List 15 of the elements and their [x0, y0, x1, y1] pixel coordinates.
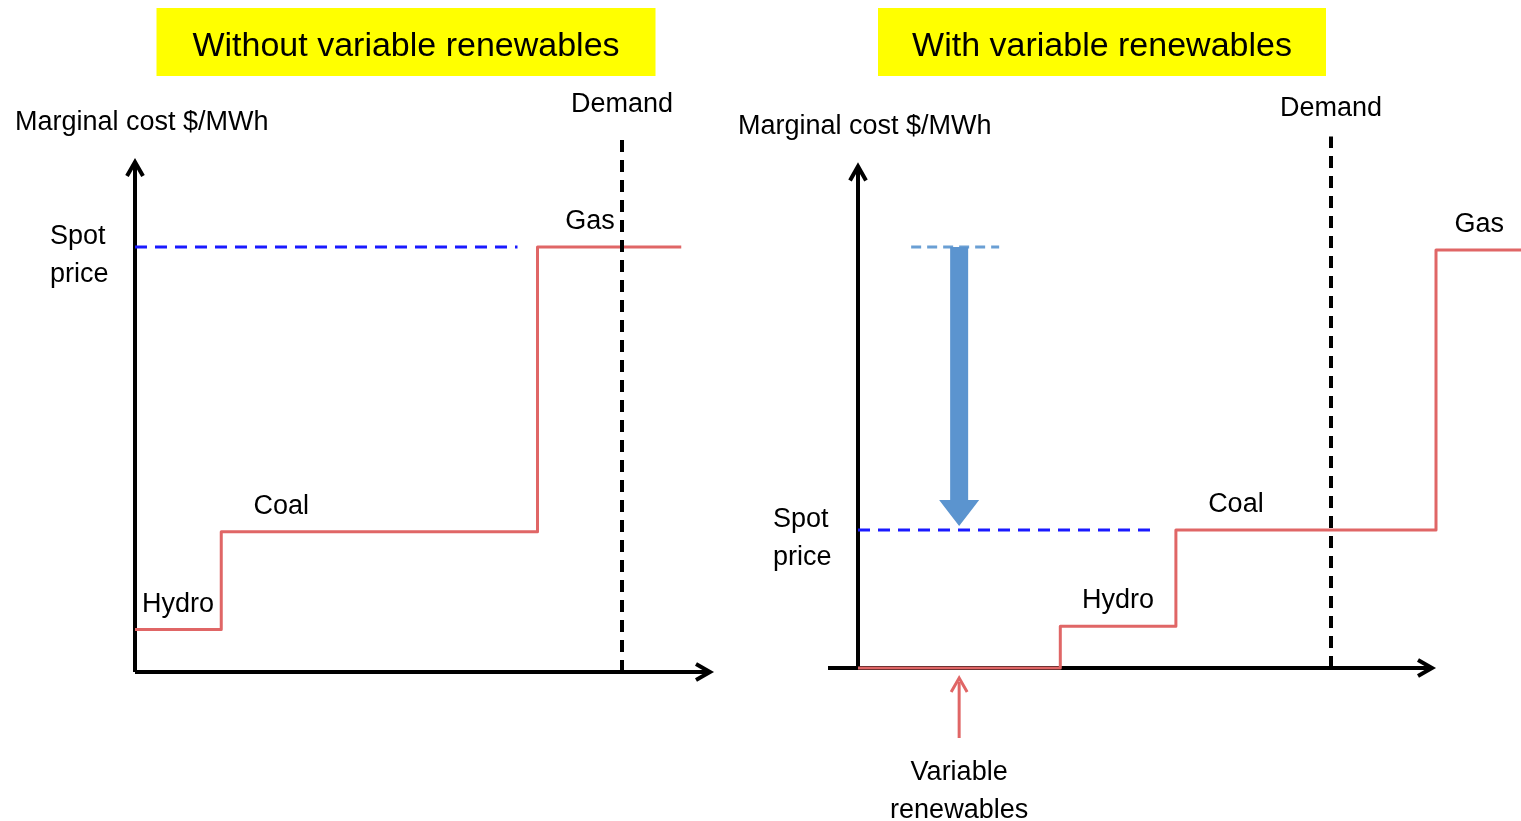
y-axis-title: Marginal cost $/MWh — [738, 110, 992, 141]
annotation: Coal — [253, 489, 310, 520]
text: Gas — [1454, 208, 1505, 238]
text: Demand — [570, 88, 674, 118]
y-axis-title: Marginal cost $/MWh — [15, 106, 269, 136]
ref-line-label: Spot price — [773, 503, 832, 572]
ref-line-label: Spot price — [50, 220, 109, 288]
annotation: Coal — [1208, 488, 1264, 519]
text: Variable renewables — [890, 756, 1029, 821]
text: Gas — [565, 205, 615, 235]
chart-title: With variable renewables — [912, 25, 1292, 63]
chart-title: Without variable renewables — [192, 25, 620, 63]
text: Demand — [1279, 92, 1383, 123]
annotation: Hydro — [1082, 584, 1155, 615]
annotation: Hydro — [142, 587, 215, 618]
